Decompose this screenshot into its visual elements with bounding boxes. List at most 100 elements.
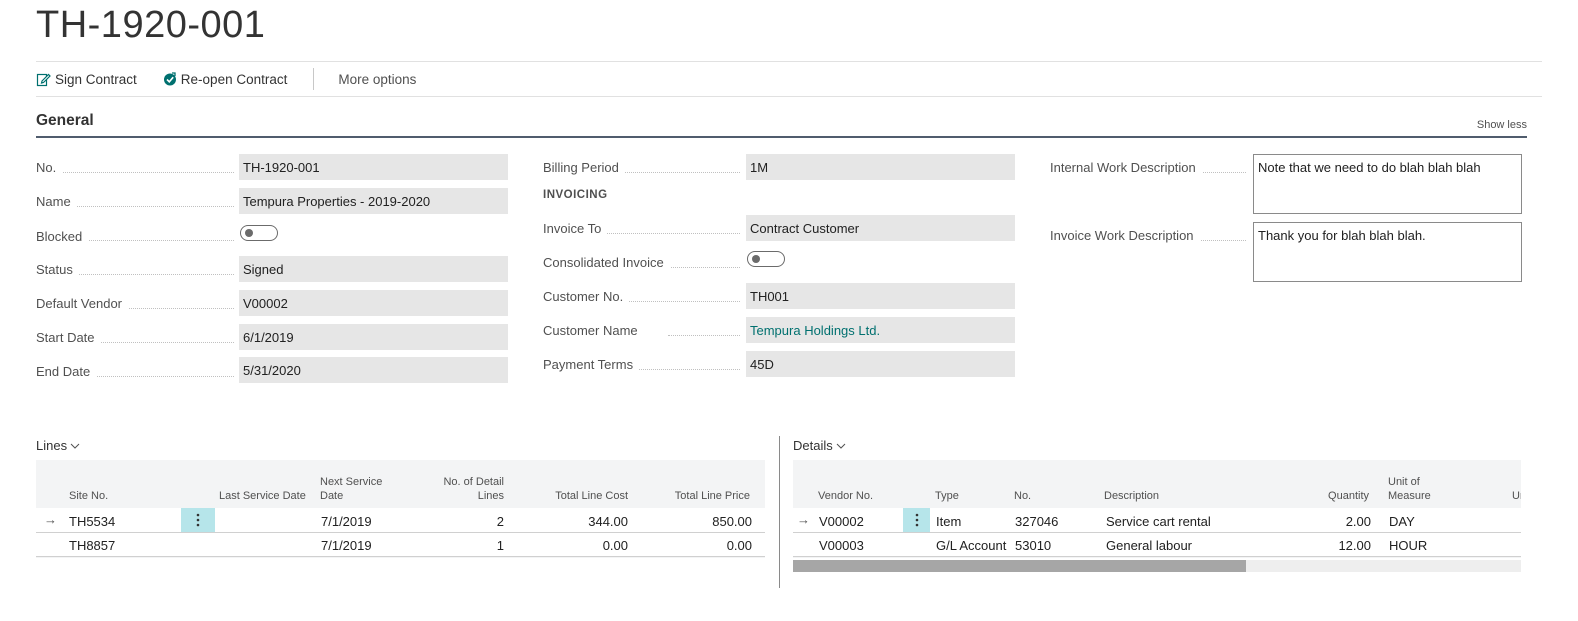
internal-work-description-textarea[interactable]: Note that we need to do blah blah blah [1253,154,1522,214]
default-vendor-field[interactable]: V00002 [239,290,508,316]
col-header-vendor-no[interactable]: Vendor No. [818,490,874,502]
header-line: No. of Detail [443,476,504,488]
customer-no-field[interactable]: TH001 [746,283,1015,309]
invoice-work-description-label: Invoice Work Description [1050,228,1200,243]
cell-site-no[interactable]: TH8857 [69,538,116,553]
details-horizontal-scrollbar[interactable] [793,560,1521,572]
more-vertical-icon [915,513,918,527]
col-header-type[interactable]: Type [935,490,959,502]
cell-total-line-price[interactable]: 0.00 [726,538,752,553]
cell-next-service-date[interactable]: 7/1/2019 [321,514,372,529]
label-leader [668,335,740,336]
start-date-label: Start Date [36,330,101,345]
show-less-link[interactable]: Show less [1476,119,1527,131]
cell-no[interactable]: 327046 [1015,514,1059,529]
end-date-field[interactable]: 5/31/2020 [239,357,508,383]
customer-name-label: Customer Name [543,323,644,338]
name-field[interactable]: Tempura Properties - 2019-2020 [239,188,508,214]
col-header-total-line-price[interactable]: Total Line Price [674,490,750,502]
sign-contract-label: Sign Contract [55,71,137,87]
col-header-unit-of-measure[interactable]: Unit of Measure [1388,475,1431,503]
cell-site-no[interactable]: TH5534 [69,514,116,529]
label-leader [665,267,740,268]
end-date-label: End Date [36,364,97,379]
cell-total-line-cost[interactable]: 0.00 [602,538,628,553]
col-header-last-service-date[interactable]: Last Service Date [219,490,306,502]
more-options-button[interactable]: More options [338,71,417,87]
col-header-description[interactable]: Description [1104,490,1160,502]
status-field[interactable]: Signed [239,256,508,282]
table-row[interactable] [793,533,1521,557]
cell-unit-of-measure[interactable]: DAY [1389,514,1415,529]
cell-no-detail-lines[interactable]: 1 [496,538,504,553]
details-grid: Vendor No. Type No. Description Quantity… [793,460,1521,558]
row-selector-arrow-icon: → [44,512,57,527]
header-line: Date [320,490,344,502]
general-section-header[interactable]: General Show less [36,112,1527,138]
internal-work-description-label: Internal Work Description [1050,160,1202,175]
toggle-knob [245,229,253,237]
cell-vendor-no[interactable]: V00002 [819,514,864,529]
invoicing-header: INVOICING [543,189,608,201]
cell-description[interactable]: General labour [1106,538,1192,553]
col-header-site-no[interactable]: Site No. [69,490,109,502]
details-title-label: Details [793,438,833,453]
table-row[interactable] [36,533,765,557]
col-header-no[interactable]: No. [1014,490,1032,502]
cell-total-line-cost[interactable]: 344.00 [588,514,628,529]
details-part-title[interactable]: Details [793,438,846,453]
col-header-no-detail-lines[interactable]: No. of Detail Lines [440,475,504,503]
label-leader [76,206,234,207]
cell-unit-of-measure[interactable]: HOUR [1389,538,1428,553]
row-divider [36,532,765,533]
cell-vendor-no[interactable]: V00003 [819,538,864,553]
action-separator [313,68,315,90]
no-label: No. [36,160,63,175]
reopen-contract-button[interactable]: Re-open Contract [163,71,288,87]
consolidated-invoice-toggle[interactable] [747,251,785,267]
col-header-next-service-date[interactable]: Next Service Date [320,475,382,503]
cell-description[interactable]: Service cart rental [1106,514,1211,529]
cell-type[interactable]: G/L Account [936,538,1007,553]
customer-name-link[interactable]: Tempura Holdings Ltd. [746,317,1015,343]
cell-quantity[interactable]: 12.00 [1338,538,1371,553]
cell-no[interactable]: 53010 [1015,538,1052,553]
cell-quantity[interactable]: 2.00 [1345,514,1371,529]
cell-next-service-date[interactable]: 7/1/2019 [321,538,372,553]
label-leader [1196,172,1246,173]
blocked-toggle[interactable] [240,225,278,241]
invoice-work-description-textarea[interactable]: Thank you for blah blah blah. [1253,222,1522,282]
invoice-to-field[interactable]: Contract Customer [746,215,1015,241]
table-row[interactable] [36,508,765,532]
cell-no-detail-lines[interactable]: 2 [496,514,504,529]
row-actions-button[interactable] [181,508,215,532]
col-header-truncated[interactable]: Ur [1512,490,1521,502]
row-actions-button[interactable] [903,508,930,532]
cell-type[interactable]: Item [936,514,962,529]
row-divider [793,532,1521,533]
row-selector-arrow-icon: → [797,512,810,527]
general-section-title: General [36,112,94,129]
invoice-to-label: Invoice To [543,221,608,236]
payment-terms-field[interactable]: 45D [746,351,1015,377]
no-field[interactable]: TH-1920-001 [239,154,508,180]
lines-title-label: Lines [36,438,68,453]
reopen-contract-label: Re-open Contract [180,71,288,87]
col-header-quantity[interactable]: Quantity [1328,490,1369,502]
billing-period-field[interactable]: 1M [746,154,1015,180]
label-leader [124,308,234,309]
scrollbar-thumb[interactable] [793,560,1246,572]
page-title: TH-1920-001 [36,4,266,46]
cell-total-line-price[interactable]: 850.00 [712,514,752,529]
sign-contract-button[interactable]: Sign Contract [36,72,137,87]
label-leader [92,376,234,377]
toggle-knob [752,255,760,263]
label-leader [74,274,234,275]
lines-part-title[interactable]: Lines [36,438,80,453]
default-vendor-label: Default Vendor [36,296,129,311]
label-leader [96,342,234,343]
chevron-down-icon [70,443,80,449]
col-header-total-line-cost[interactable]: Total Line Cost [555,490,628,502]
start-date-field[interactable]: 6/1/2019 [239,324,508,350]
header-line: Next Service [320,476,383,488]
